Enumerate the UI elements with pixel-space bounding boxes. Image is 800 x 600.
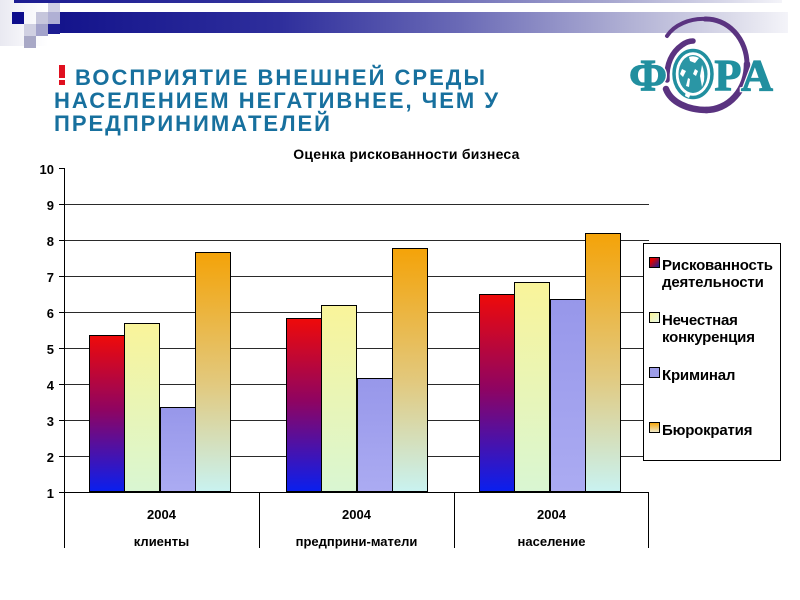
svg-text:Ф: Ф — [629, 51, 667, 100]
svg-text:А: А — [741, 51, 773, 100]
svg-text:Ф: Ф — [629, 51, 667, 100]
svg-text:А: А — [741, 51, 773, 100]
svg-text:Р: Р — [715, 51, 742, 100]
svg-text:Р: Р — [715, 51, 742, 100]
